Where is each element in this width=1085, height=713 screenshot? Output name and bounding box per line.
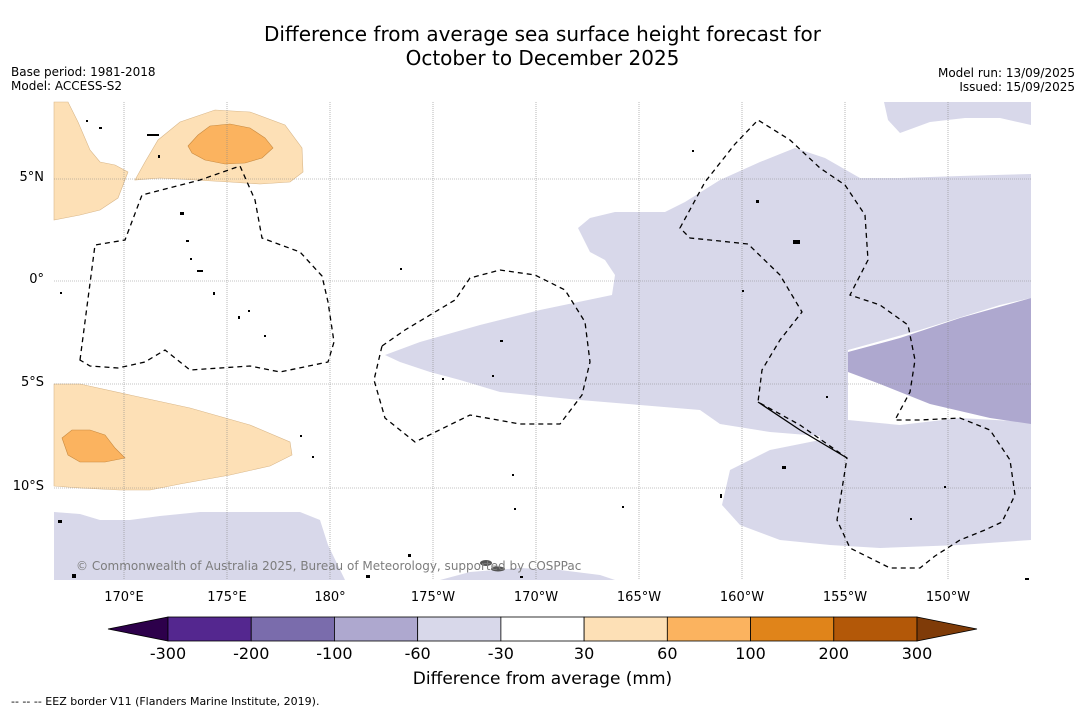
colorbar-tick: 100 [735,644,766,663]
colorbar-segment [250,616,335,642]
meta-right: Model run: 13/09/2025 Issued: 15/09/2025 [938,66,1075,94]
colorbar-segment [334,616,419,642]
colorbar-tick: -300 [149,644,187,663]
colorbar-tick: -60 [404,644,431,663]
colorbar-segment [666,616,751,642]
meta-left: Base period: 1981-2018 Model: ACCESS-S2 [11,65,156,93]
base-period: Base period: 1981-2018 [11,65,156,79]
anomaly-neg-medium [848,298,1031,424]
colorbar [107,616,978,642]
gridlines [54,102,1031,580]
model-run: Model run: 13/09/2025 [937,66,1075,80]
colorbar-label: Difference from average (mm) [412,669,673,689]
lon-label-180: 180° [314,590,346,605]
lat-label-5s: 5°S [20,375,44,390]
lon-label-160w: 160°W [719,590,765,605]
colorbar-tick: -200 [233,644,270,663]
lat-label-5n: 5°N [19,170,45,185]
lat-label-10s: 10°S [12,479,44,494]
anomaly-pos-medium [61,123,274,463]
anomaly-neg-light [54,102,1031,580]
colorbar-tick: 200 [818,644,850,663]
lon-label-165w: 165°W [616,590,662,605]
title-line-2: October to December 2025 [405,46,680,70]
colorbar-segment [167,616,252,642]
eez-borders [79,119,1016,569]
colorbar-segment [583,616,668,642]
eez-footnote: -- -- -- EEZ border V11 (Flanders Marine… [11,695,320,708]
title-line-1: Difference from average sea surface heig… [263,22,822,46]
issued-date: Issued: 15/09/2025 [959,80,1075,94]
lon-label-150w: 150°W [925,590,971,605]
colorbar-tick: 30 [573,644,595,663]
lon-label-170e: 170°E [104,590,144,605]
copyright-text: © Commonwealth of Australia 2025, Bureau… [76,559,582,573]
lon-label-170w: 170°W [513,590,559,605]
lon-label-155w: 155°W [822,590,868,605]
colorbar-segment [500,616,585,642]
islands [58,120,1029,580]
colorbar-segment [833,616,918,642]
colorbar-segment [417,616,502,642]
colorbar-segment [750,616,835,642]
lon-label-175e: 175°E [207,590,247,605]
model-name: Model: ACCESS-S2 [11,79,123,93]
colorbar-over-arrow [916,616,978,642]
colorbar-tick: 60 [657,644,678,663]
lat-label-0: 0° [29,272,44,287]
colorbar-under-arrow [107,616,169,642]
colorbar-tick: -30 [487,644,514,663]
colorbar-tick: 300 [901,644,933,663]
map-title: Difference from average sea surface heig… [0,22,1085,70]
colorbar-tick: -100 [316,644,353,663]
lon-label-175w: 175°W [410,590,456,605]
